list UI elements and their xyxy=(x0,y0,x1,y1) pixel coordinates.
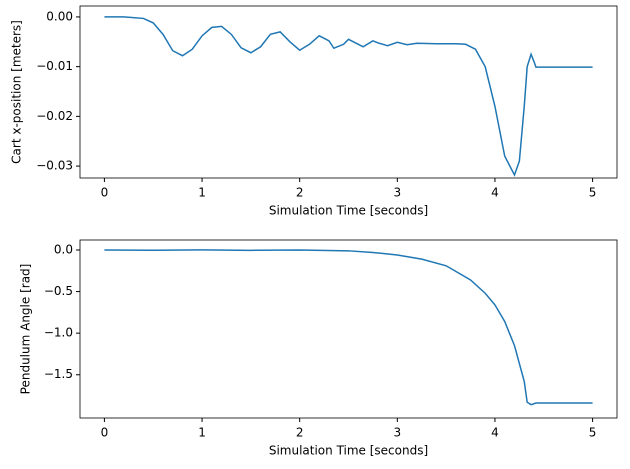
x-tick-label: 5 xyxy=(589,186,597,200)
x-tick-label: 2 xyxy=(296,186,304,200)
y-tick-label: 0.00 xyxy=(46,9,73,23)
y-axis-label: Pendulum Angle [rad] xyxy=(19,264,33,395)
y-tick-label: −1.5 xyxy=(44,367,73,381)
x-tick-label: 4 xyxy=(491,186,499,200)
y-axis-label: Cart x-position [meters] xyxy=(10,20,24,164)
y-tick-label: 0.0 xyxy=(54,242,73,256)
y-tick-label: −0.02 xyxy=(36,109,73,123)
y-tick-label: −1.0 xyxy=(44,326,73,340)
y-tick-label: −0.01 xyxy=(36,59,73,73)
x-tick-label: 3 xyxy=(393,186,401,200)
data-line xyxy=(104,249,593,406)
x-tick-label: 1 xyxy=(198,186,206,200)
axes-frame xyxy=(79,5,618,179)
y-tick-label: −0.03 xyxy=(36,159,73,173)
data-line xyxy=(104,16,593,177)
x-axis-label: Simulation Time [seconds] xyxy=(269,444,428,458)
x-tick-label: 0 xyxy=(101,426,109,440)
y-tick-label: −0.5 xyxy=(44,284,73,298)
x-axis-label: Simulation Time [seconds] xyxy=(269,204,428,218)
x-tick-label: 1 xyxy=(198,426,206,440)
x-tick-label: 3 xyxy=(393,426,401,440)
x-tick-label: 5 xyxy=(589,426,597,440)
x-tick-label: 2 xyxy=(296,426,304,440)
axes-frame xyxy=(79,239,618,419)
x-tick-label: 0 xyxy=(101,186,109,200)
x-tick-label: 4 xyxy=(491,426,499,440)
